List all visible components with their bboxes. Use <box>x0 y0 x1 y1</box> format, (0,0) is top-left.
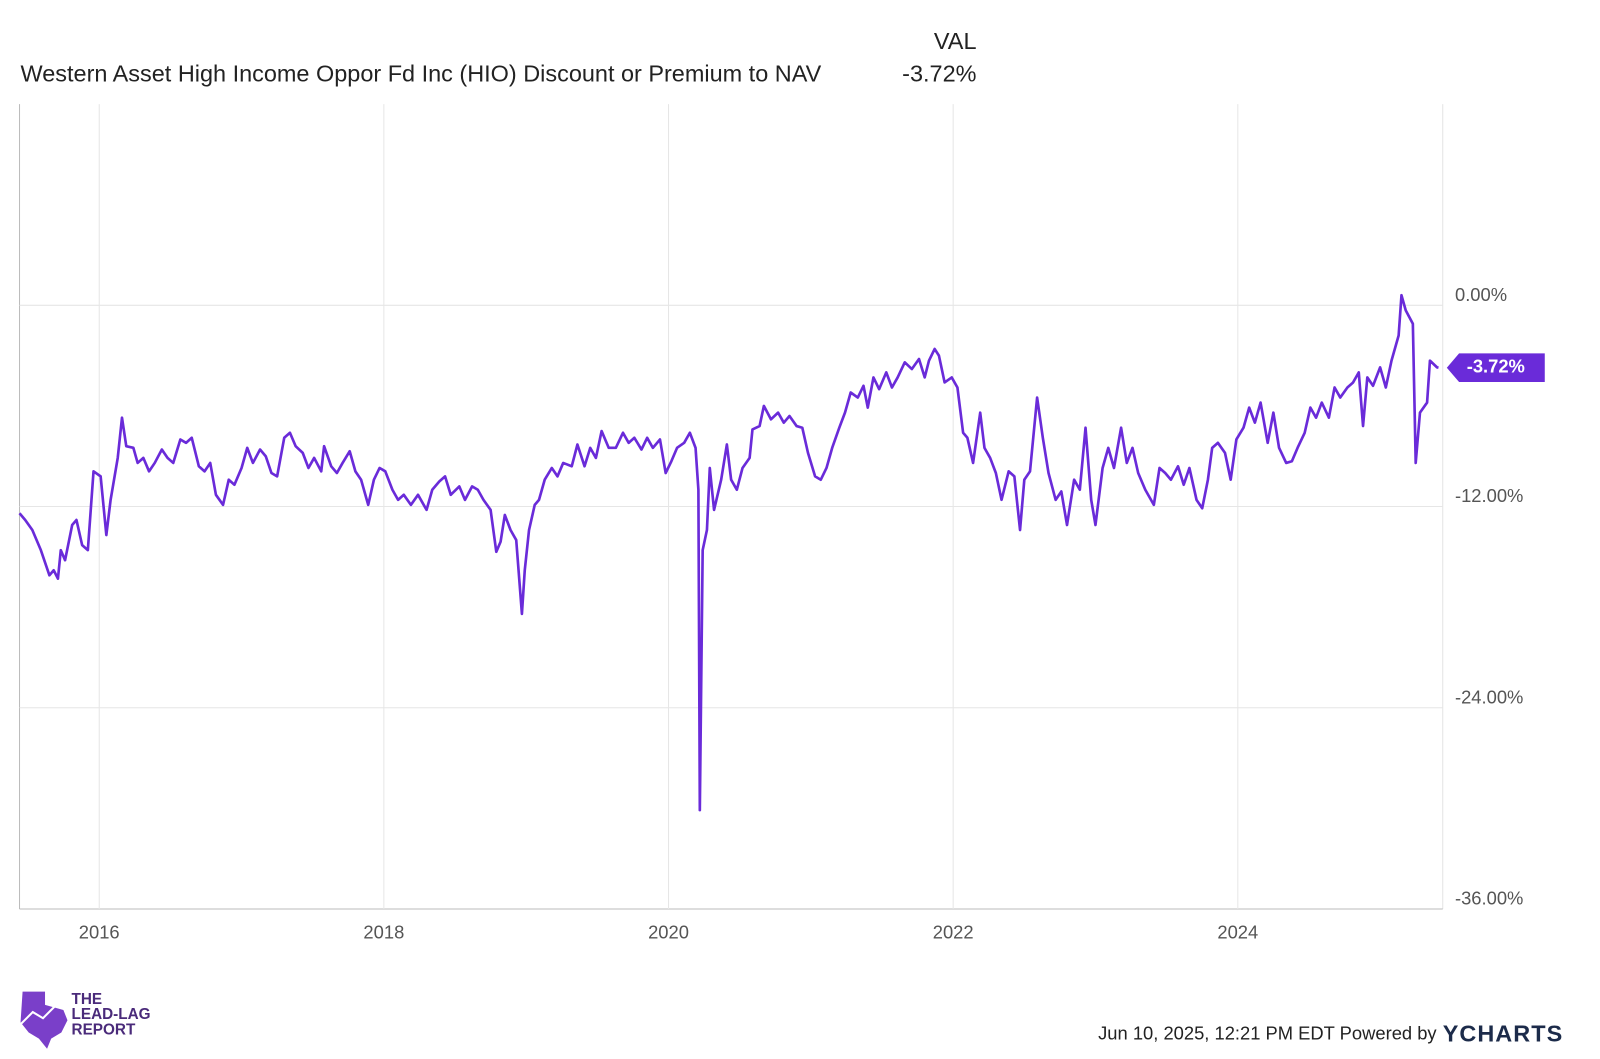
logo-line <box>19 1003 58 1026</box>
watermark-text: LEAD-LAG <box>72 1006 151 1023</box>
y-tick-label: -36.00% <box>1455 888 1523 909</box>
data-line <box>18 293 1439 812</box>
x-tick-label: 2024 <box>1217 921 1258 942</box>
value-header: VAL <box>934 28 977 54</box>
logo-shape <box>20 991 68 1049</box>
legend-entry: Western Asset High Income Oppor Fd Inc (… <box>21 61 822 87</box>
legend-value: -3.72% <box>902 61 976 87</box>
end-value-badge <box>1446 353 1545 382</box>
x-tick-label: 2022 <box>933 921 974 942</box>
x-tick-label: 2018 <box>363 921 404 942</box>
brand: YCHARTS <box>1443 1021 1564 1047</box>
end-value-label: -3.72% <box>1467 356 1525 377</box>
end-value-tag: -3.72% <box>1446 353 1545 382</box>
watermark-text: REPORT <box>72 1021 136 1038</box>
x-tick-label: 2016 <box>79 921 120 942</box>
source-note: Jun 10, 2025, 12:21 PM EDT Powered by <box>1098 1022 1437 1043</box>
x-tick-label: 2020 <box>648 921 689 942</box>
y-tick-label: -12.00% <box>1455 485 1523 506</box>
watermark-logo <box>19 991 68 1049</box>
y-tick-label: -24.00% <box>1455 686 1523 707</box>
y-tick-label: 0.00% <box>1455 284 1507 305</box>
watermark-text: THE <box>72 991 103 1008</box>
